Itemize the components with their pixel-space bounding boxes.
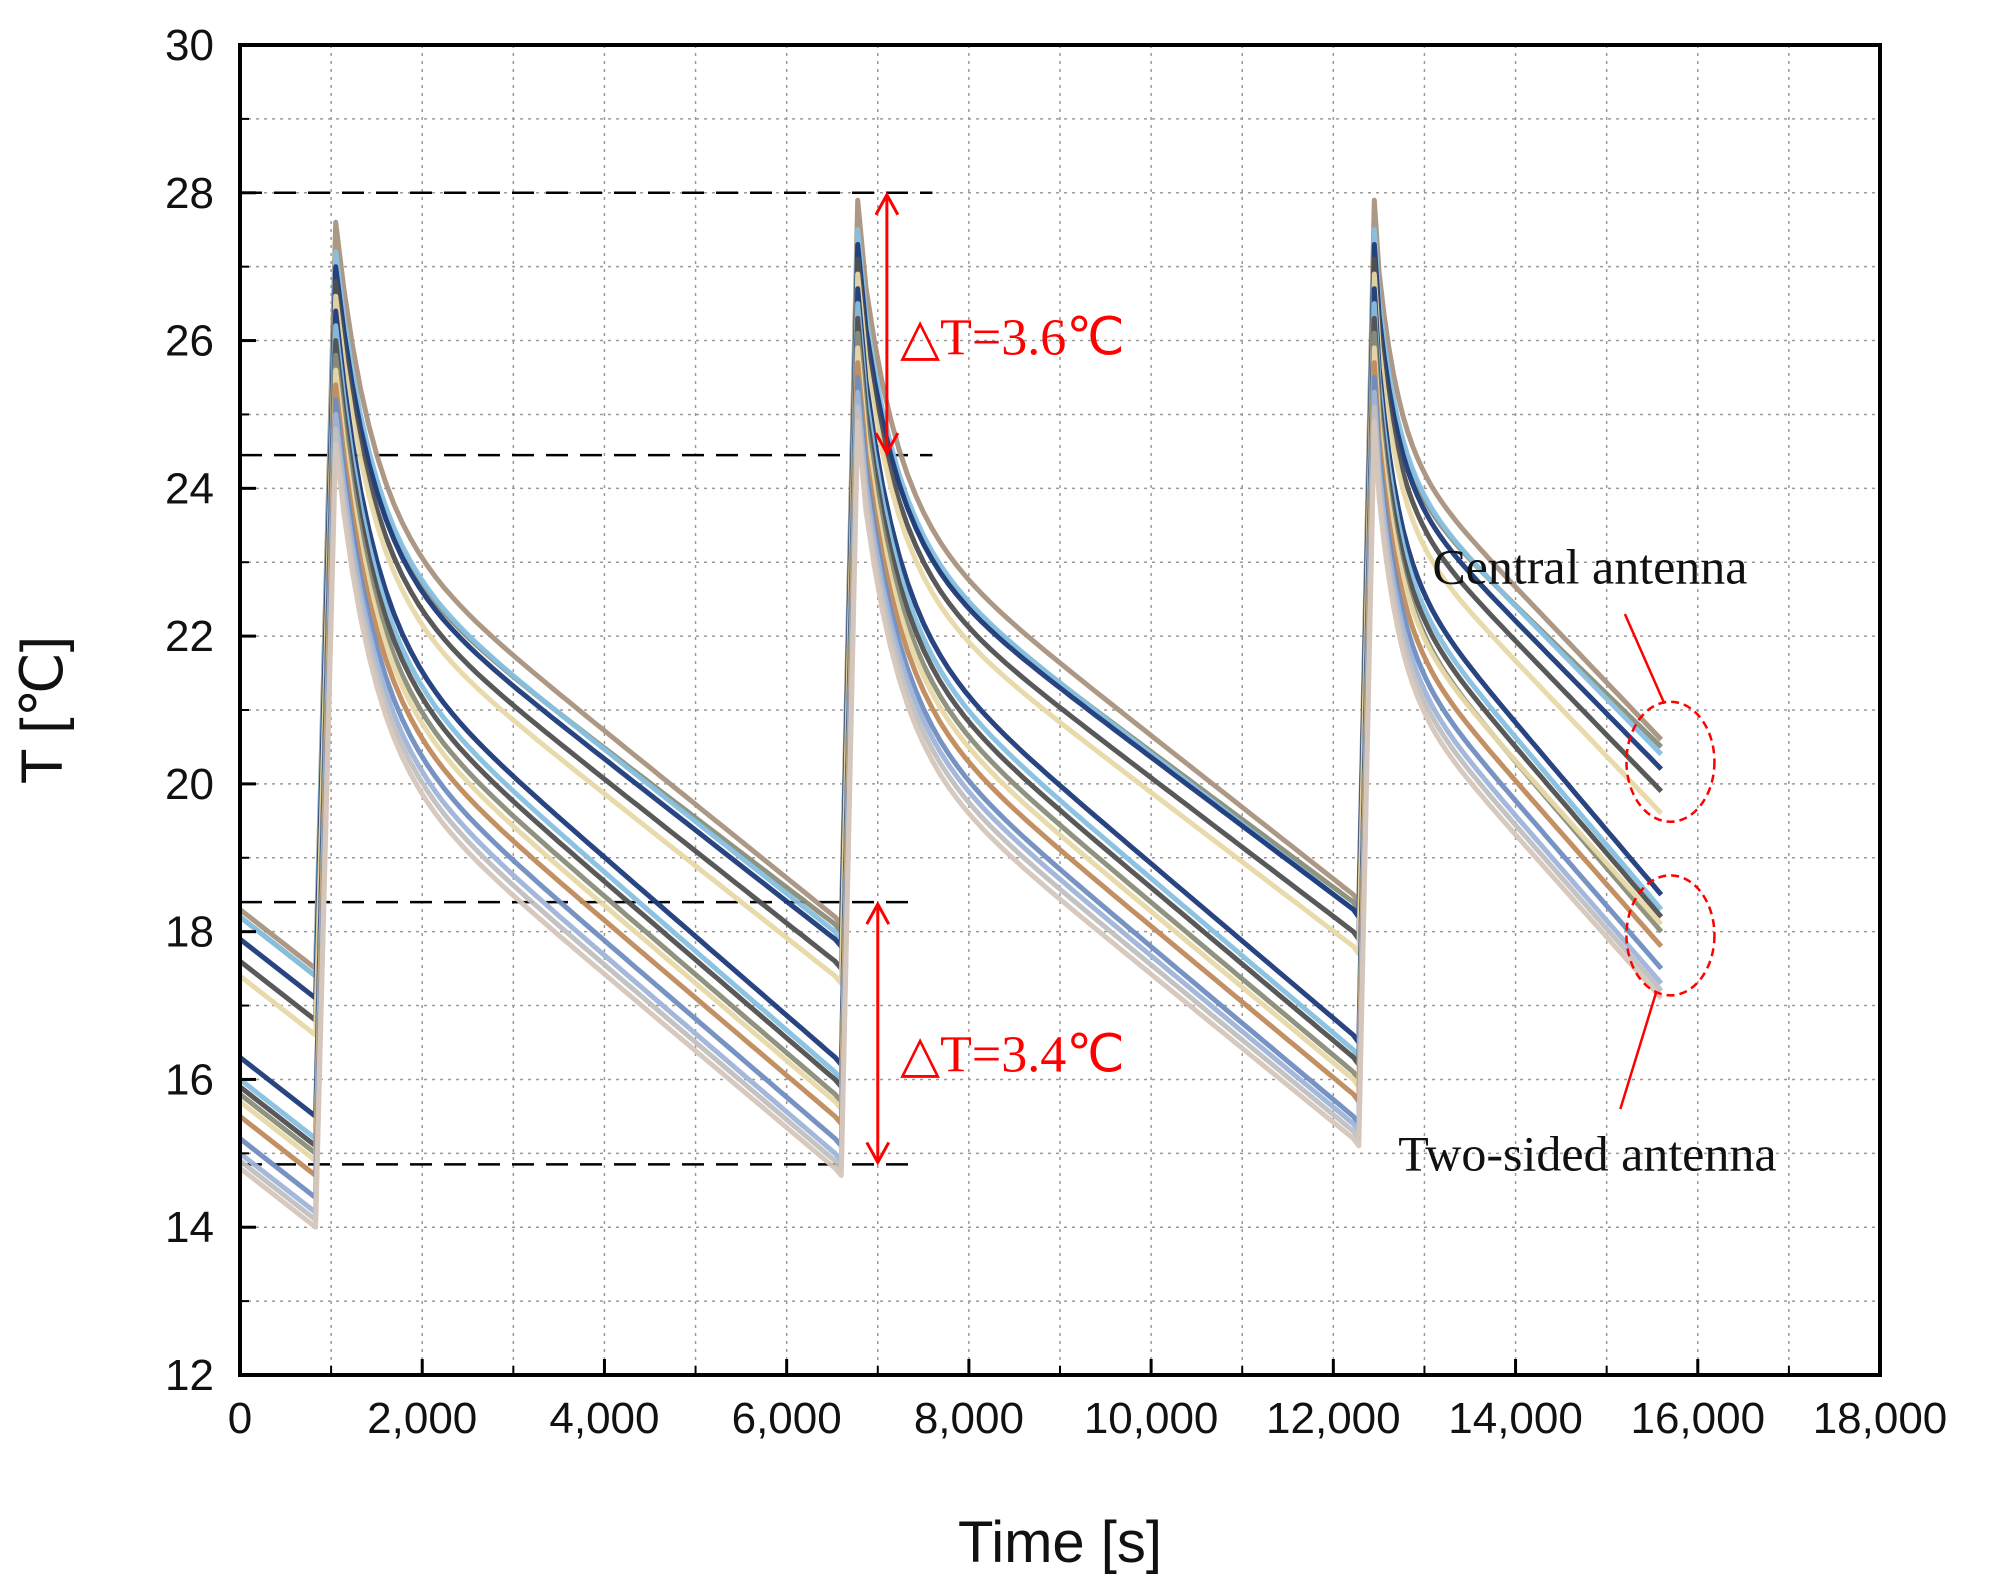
delta-arrow-head-down [865,1141,891,1166]
pointer-line [1619,990,1658,1110]
y-tick-label: 18 [165,908,214,957]
y-tick-label: 20 [165,760,214,809]
grid-lines [240,45,1880,1375]
annotation-central-antenna: Central antenna [1432,539,1747,595]
series-line [238,404,1664,1223]
series-line [238,256,1664,1023]
x-tick-label: 0 [228,1394,252,1443]
y-tick-label: 12 [165,1351,214,1400]
series-line [238,301,1664,1142]
y-tick-label: 26 [165,317,214,366]
annotation-delta-t-upper: △T=3.6℃ [900,310,1124,367]
x-tick-label: 18,000 [1813,1394,1948,1443]
series-line [238,271,1664,1038]
delta-arrow-head-up [874,191,900,216]
series-line [238,419,1664,1230]
y-ticks: 12 14 16 18 20 22 24 26 28 30 [165,21,256,1400]
x-tick-label: 14,000 [1448,1394,1583,1443]
series-lines [238,197,1664,1230]
x-tick-label: 6,000 [732,1394,842,1443]
highlight-ellipse [1625,700,1716,823]
series-line [238,315,1664,1149]
x-axis-title: Time [s] [958,1510,1162,1575]
annotation-two-sided-antenna: Two-sided antenna [1398,1126,1776,1182]
highlight-ellipse [1625,874,1716,997]
series-line [238,227,1664,979]
y-tick-label: 28 [165,169,214,218]
y-tick-label: 30 [165,21,214,70]
x-tick-label: 10,000 [1084,1394,1219,1443]
delta-arrow-head-up [865,900,891,925]
series-line [238,389,1664,1215]
series-line [238,286,1664,1119]
y-axis-title: T [℃] [10,636,75,784]
delta-arrow-head-down [874,432,900,457]
x-tick-label: 12,000 [1266,1394,1401,1443]
series-line [238,375,1664,1201]
x-tick-label: 8,000 [914,1394,1024,1443]
pointer-line [1623,613,1666,705]
x-tick-label: 4,000 [549,1394,659,1443]
series-line [238,197,1664,972]
x-ticks: 0 2,000 4,000 6,000 8,000 10,000 12,000 14,000 1… [228,1359,1948,1443]
y-tick-label: 14 [165,1203,214,1252]
x-tick-label: 16,000 [1630,1394,1765,1443]
y-tick-label: 16 [165,1055,214,1104]
series-line [238,345,1664,1164]
series-line [238,242,1664,1001]
series-line [238,360,1664,1178]
annotation-delta-t-lower: △T=3.4℃ [900,1026,1124,1083]
x-tick-label: 2,000 [367,1394,477,1443]
y-tick-label: 24 [165,464,214,513]
annotations: △T=3.6℃ △T=3.4℃ Central antenna Two-side… [865,191,1777,1182]
y-tick-label: 22 [165,612,214,661]
